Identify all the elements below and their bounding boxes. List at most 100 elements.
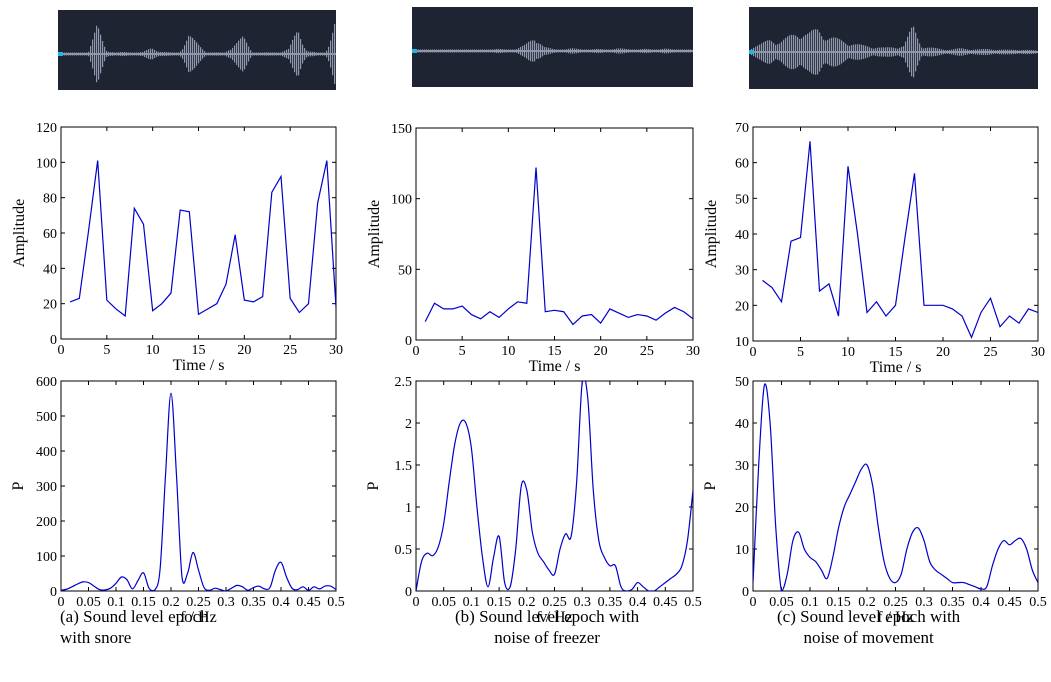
caption-b: (b) Sound level epoch with noise of free… bbox=[455, 606, 639, 648]
b-psd-xtick-label: 0.4 bbox=[629, 595, 647, 610]
a-wave-baseline bbox=[58, 53, 336, 55]
b-psd-xtick-label: 0.25 bbox=[542, 595, 567, 610]
b-psd-ytick-label: 1.5 bbox=[395, 459, 413, 474]
b-amp-ytick-label: 150 bbox=[391, 122, 412, 137]
b-amp-xtick-label: 5 bbox=[459, 344, 466, 359]
c-psd-xtick-label: 0.5 bbox=[1029, 595, 1047, 610]
a-amp-ytick-label: 120 bbox=[36, 121, 57, 136]
a-amp-xtick-label: 20 bbox=[237, 343, 251, 358]
b-psd-xtick-label: 0.3 bbox=[573, 595, 591, 610]
c-psd-ytick-label: 10 bbox=[735, 543, 749, 558]
c-amp-axes-box bbox=[752, 126, 1039, 342]
c-psd-ytick-label: 50 bbox=[735, 375, 749, 390]
b-psd-xlabel: f / Hz bbox=[536, 609, 572, 626]
a-wave-waveform-panel bbox=[58, 10, 336, 90]
c-psd-xtick-label: 0.05 bbox=[769, 595, 794, 610]
a-amp-ytick-label: 0 bbox=[50, 333, 57, 348]
a-psd-xtick-label: 0.5 bbox=[327, 595, 345, 610]
c-psd-ytick-label: 40 bbox=[735, 417, 749, 432]
b-amp-xtick-label: 25 bbox=[640, 344, 654, 359]
a-amp-ytick-label: 60 bbox=[43, 227, 57, 242]
c-psd-xtick-label: 0.4 bbox=[972, 595, 990, 610]
a-psd-ytick-label: 200 bbox=[36, 515, 57, 530]
c-amp-ytick-label: 20 bbox=[735, 299, 749, 314]
c-psd-xtick-label: 0.15 bbox=[826, 595, 851, 610]
a-psd-xtick-label: 0.05 bbox=[76, 595, 101, 610]
c-amp-xtick-label: 20 bbox=[936, 345, 950, 360]
caption-a: (a) Sound level epoch with snore bbox=[60, 606, 209, 648]
b-amp-axes-box bbox=[415, 127, 694, 341]
b-amp-ylabel: Amplitude bbox=[366, 200, 383, 268]
c-amp-plot: 0 5 10 15 20 25 30 10 20 30 40 50 60 70 Time / s Amplit… bbox=[703, 121, 1045, 376]
a-psd-ylabel: P bbox=[10, 481, 27, 490]
c-amp-ytick-label: 70 bbox=[735, 121, 749, 136]
b-psd-xtick-label: 0.5 bbox=[684, 595, 702, 610]
c-amp-xtick-label: 10 bbox=[841, 345, 855, 360]
a-amp-xtick-label: 10 bbox=[146, 343, 160, 358]
b-psd-ytick-label: 1 bbox=[405, 501, 412, 516]
caption-a-line1: (a) Sound level epoch bbox=[60, 607, 209, 626]
c-wave-waveform-panel bbox=[749, 7, 1038, 89]
b-psd-xtick-label: 0.05 bbox=[431, 595, 456, 610]
b-amp-xtick-label: 20 bbox=[594, 344, 608, 359]
c-psd-ylabel: P bbox=[702, 481, 719, 490]
a-psd-ytick-label: 300 bbox=[36, 480, 57, 495]
c-wave-playhead-marker bbox=[749, 50, 754, 54]
caption-c-line1: (c) Sound level epoch with bbox=[777, 607, 961, 626]
b-psd-ylabel: P bbox=[365, 481, 382, 490]
a-amp-ylabel: Amplitude bbox=[11, 199, 28, 267]
c-amp-series-line bbox=[762, 141, 1038, 340]
a-psd-xtick-label: 0 bbox=[58, 595, 65, 610]
c-psd-series-line bbox=[753, 383, 1038, 591]
a-psd-xtick-label: 0.45 bbox=[296, 595, 321, 610]
a-wave-playhead-marker bbox=[58, 52, 63, 56]
c-psd-plot: 0 0.05 0.1 0.15 0.2 0.25 0.3 0.35 0.4 0.45 0.5 0 10 2… bbox=[702, 375, 1047, 626]
a-psd-ytick-label: 600 bbox=[36, 375, 57, 390]
b-amp-ytick-label: 0 bbox=[405, 334, 412, 349]
b-psd-xtick-label: 0 bbox=[413, 595, 420, 610]
a-amp-xtick-label: 0 bbox=[58, 343, 65, 358]
a-amp-ytick-label: 20 bbox=[43, 298, 57, 313]
b-amp-xtick-label: 15 bbox=[548, 344, 562, 359]
c-amp-ytick-label: 50 bbox=[735, 192, 749, 207]
c-amp-xtick-label: 5 bbox=[797, 345, 804, 360]
b-amp-xtick-label: 0 bbox=[413, 344, 420, 359]
b-psd-ytick-label: 2.5 bbox=[395, 375, 413, 390]
b-psd-axes-box bbox=[415, 380, 694, 592]
c-amp-xtick-label: 0 bbox=[750, 345, 757, 360]
b-amp-xlabel: Time / s bbox=[529, 358, 581, 375]
a-amp-xlabel: Time / s bbox=[173, 357, 225, 374]
c-wave-baseline bbox=[749, 51, 1038, 53]
a-amp-axes-box bbox=[60, 126, 337, 340]
c-amp-xlabel: Time / s bbox=[870, 359, 922, 376]
b-psd-xtick-label: 0.2 bbox=[518, 595, 536, 610]
c-amp-ytick-label: 40 bbox=[735, 228, 749, 243]
a-psd-xtick-label: 0.4 bbox=[272, 595, 290, 610]
c-psd-ytick-label: 20 bbox=[735, 501, 749, 516]
a-psd-ytick-label: 500 bbox=[36, 410, 57, 425]
c-amp-ytick-label: 10 bbox=[735, 335, 749, 350]
caption-c-line2: noise of movement bbox=[803, 628, 934, 647]
caption-b-line1: (b) Sound level epoch with bbox=[455, 607, 640, 626]
a-amp-xtick-label: 30 bbox=[329, 343, 343, 358]
a-amp-plot: 0 5 10 15 20 25 30 0 20 40 60 80 100 120 Time / s Ampli… bbox=[11, 121, 343, 374]
a-psd-plot: 0 0.05 0.1 0.15 0.2 0.25 0.3 0.35 0.4 0.45 0.5 0 100… bbox=[10, 375, 345, 626]
c-amp-ylabel: Amplitude bbox=[703, 200, 720, 268]
a-psd-xtick-label: 0.1 bbox=[107, 595, 125, 610]
c-psd-ytick-label: 30 bbox=[735, 459, 749, 474]
c-amp-ytick-label: 30 bbox=[735, 264, 749, 279]
c-psd-xtick-label: 0.1 bbox=[801, 595, 819, 610]
b-wave-background bbox=[412, 7, 693, 87]
b-psd-ytick-label: 2 bbox=[405, 417, 412, 432]
a-amp-xtick-label: 5 bbox=[103, 343, 110, 358]
b-psd-xtick-label: 0.15 bbox=[487, 595, 512, 610]
a-psd-xtick-label: 0.25 bbox=[186, 595, 211, 610]
c-psd-xtick-label: 0.2 bbox=[858, 595, 876, 610]
a-amp-ytick-label: 40 bbox=[43, 262, 57, 277]
c-psd-xtick-label: 0 bbox=[750, 595, 757, 610]
c-psd-ytick-label: 0 bbox=[742, 585, 749, 600]
a-amp-ytick-label: 100 bbox=[36, 156, 57, 171]
a-psd-axes-box bbox=[60, 380, 337, 592]
b-psd-ytick-label: 0.5 bbox=[395, 543, 413, 558]
